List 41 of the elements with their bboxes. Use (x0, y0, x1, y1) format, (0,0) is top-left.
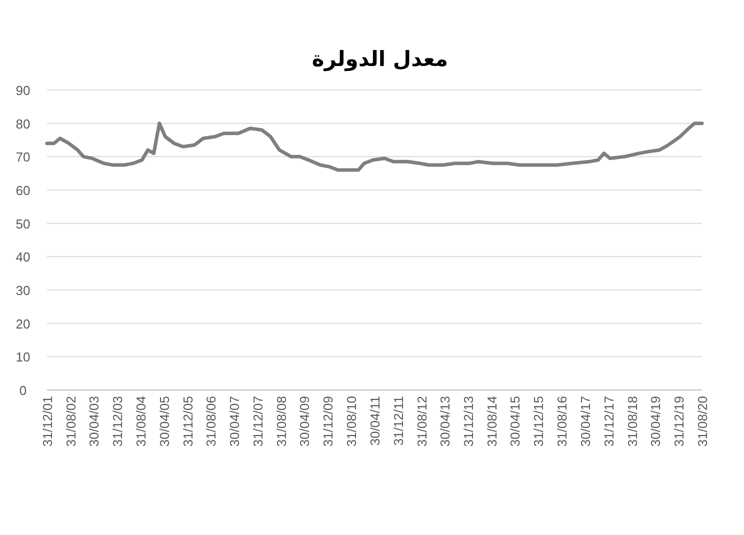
x-tick-label: 31/12/05 (180, 396, 196, 447)
x-tick-label: 31/08/06 (204, 396, 219, 447)
x-tick-label: 30/04/11 (367, 396, 382, 446)
x-tick-label: 30/04/15 (508, 396, 523, 447)
x-tick-label: 31/08/18 (624, 396, 640, 447)
y-tick-label: 10 (16, 350, 30, 365)
x-tick-label: 31/12/01 (40, 396, 55, 447)
x-tick-label: 31/08/20 (695, 396, 710, 447)
x-tick-label: 30/04/13 (438, 396, 453, 447)
y-tick-label: 0 (19, 383, 27, 398)
x-tick-label: 31/12/13 (461, 396, 476, 447)
x-tick-label: 31/12/15 (531, 396, 546, 447)
y-tick-label: 40 (16, 250, 30, 265)
x-tick-label: 31/08/12 (414, 396, 430, 447)
y-tick-label: 70 (16, 150, 30, 165)
y-tick-label: 50 (16, 216, 30, 232)
y-tick-label: 30 (16, 283, 30, 298)
line-series (45, 122, 704, 172)
x-tick-label: 31/12/11 (390, 396, 406, 446)
x-tick-label: 30/04/17 (578, 396, 593, 447)
x-tick-label: 30/04/05 (156, 396, 172, 447)
x-tick-label: 30/04/19 (648, 396, 664, 447)
x-tick-label: 31/08/14 (484, 396, 500, 447)
y-tick-label: 60 (16, 183, 30, 198)
x-tick-label: 31/08/10 (344, 396, 360, 447)
x-tick-label: 31/12/17 (601, 396, 616, 447)
x-tick-label: 30/04/09 (297, 396, 312, 447)
x-tick-label: 31/08/16 (554, 396, 570, 447)
x-tick-label: 31/12/19 (672, 396, 687, 447)
x-tick-label: 31/08/08 (274, 396, 289, 447)
x-tick-label: 31/12/07 (250, 396, 266, 447)
y-tick-label: 20 (16, 316, 30, 332)
y-tick-label: 90 (16, 83, 30, 98)
x-tick-label: 31/12/03 (110, 396, 126, 447)
y-tick-label: 80 (16, 116, 30, 132)
x-tick-label: 30/04/07 (226, 396, 242, 447)
x-tick-label: 31/08/02 (63, 396, 78, 447)
chart-title: معدل الدولرة (312, 47, 448, 72)
x-tick-label: 30/04/03 (86, 396, 102, 447)
x-tick-label: 31/08/04 (134, 396, 149, 447)
x-tick-label: 31/12/09 (320, 396, 336, 447)
